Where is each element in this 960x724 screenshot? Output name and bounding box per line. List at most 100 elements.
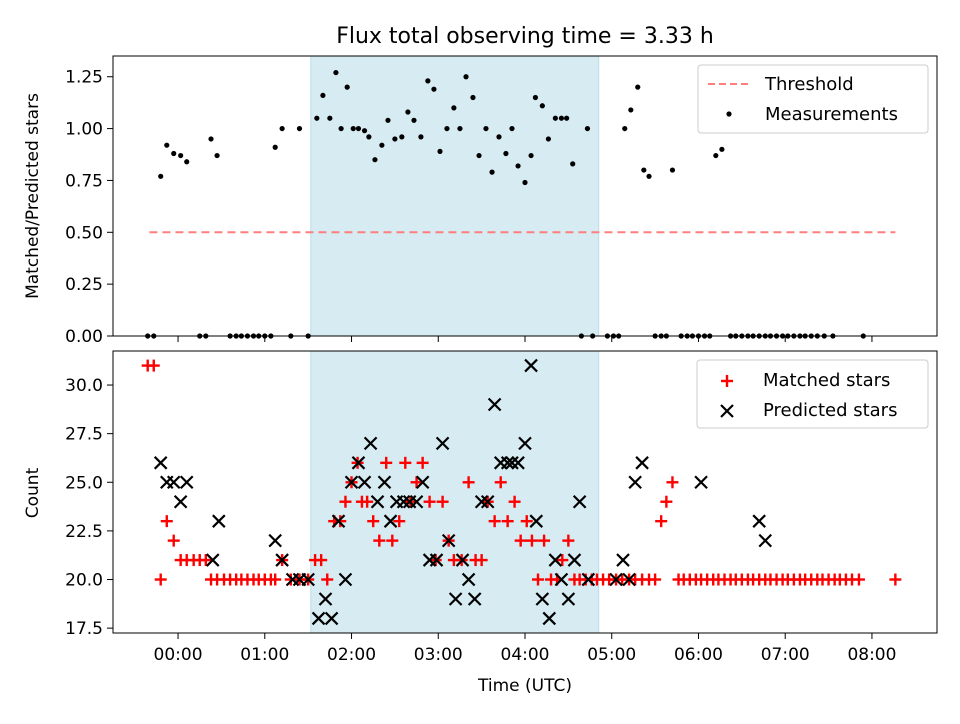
measurement-point xyxy=(320,92,326,99)
predicted-stars-point xyxy=(548,553,563,567)
x-stroke-b xyxy=(554,572,569,587)
x-stroke-b xyxy=(338,572,353,587)
x-tick-label: 06:00 xyxy=(674,645,723,665)
matched-stars-point xyxy=(410,476,423,489)
x-tick-label: 01:00 xyxy=(240,645,289,665)
measurement-point xyxy=(366,134,372,140)
x-stroke-b xyxy=(396,494,411,509)
measurement-point xyxy=(399,134,405,140)
y-tick-label: 17.5 xyxy=(65,619,103,639)
measurement-point xyxy=(515,163,521,169)
x-stroke-b xyxy=(548,553,563,567)
predicted-stars-point xyxy=(758,533,773,548)
bottom-marks xyxy=(141,358,902,626)
measurement-point xyxy=(545,136,552,142)
measurements-legend-label: Measurements xyxy=(765,104,898,125)
x-stroke-b xyxy=(435,436,450,451)
matched-stars-point xyxy=(423,495,436,508)
matched-stars-point xyxy=(373,534,386,547)
matched-stars-point xyxy=(660,495,673,508)
x-tick-label: 02:00 xyxy=(327,645,376,665)
measurement-point xyxy=(463,74,469,80)
x-stroke-b xyxy=(480,494,495,509)
measurement-point xyxy=(503,150,509,157)
matched-legend-label: Matched stars xyxy=(763,370,890,391)
top-y-axis: 0.00 0.25 0.50 0.75 1.00 1.25 xyxy=(65,68,113,347)
measurement-point xyxy=(522,179,528,186)
measurement-point xyxy=(344,84,350,90)
top-y-axis-label: Matched/Predicted stars xyxy=(23,93,43,299)
x-stroke-b xyxy=(561,592,576,606)
predicted-stars-point xyxy=(542,611,557,626)
x-stroke-b xyxy=(487,397,502,412)
bottom-legend-box xyxy=(696,359,929,429)
measurement-point xyxy=(558,115,565,121)
matched-stars-point xyxy=(315,554,328,567)
predicted-stars-point xyxy=(529,514,544,528)
top-legend-box xyxy=(697,64,929,134)
x-stroke-b xyxy=(572,494,587,509)
measurement-point xyxy=(489,169,495,175)
measurement-point xyxy=(411,117,417,123)
x-stroke-b xyxy=(351,456,366,470)
predicted-stars-point xyxy=(357,475,372,490)
matched-stars-point xyxy=(462,476,475,489)
y-tick-label: 1.00 xyxy=(65,120,103,140)
matched-stars-point xyxy=(649,573,662,586)
bottom-axes-frame xyxy=(112,350,938,634)
y-tick-label: 0.00 xyxy=(65,327,103,347)
predicted-stars-point xyxy=(474,494,489,509)
matched-stars-point xyxy=(339,495,352,508)
measurement-point xyxy=(570,161,576,167)
measurement-point xyxy=(496,134,502,140)
x-stroke-b xyxy=(518,436,532,451)
predicted-stars-point xyxy=(467,592,482,606)
matched-stars-point xyxy=(380,456,393,469)
matched-stars-point xyxy=(889,573,902,586)
x-tick-label: 04:00 xyxy=(501,645,550,665)
matched-stars-point xyxy=(386,534,399,547)
x-stroke-b xyxy=(500,456,515,470)
predicted-stars-point xyxy=(383,514,398,528)
x-axis-label: Time (UTC) xyxy=(477,676,572,696)
measurement-point xyxy=(214,152,220,159)
matched-stars-point xyxy=(154,573,167,586)
matched-stars-point xyxy=(475,554,488,567)
measurement-point xyxy=(372,157,378,163)
predicted-stars-point xyxy=(331,514,346,528)
measurement-point xyxy=(355,125,362,132)
predicted-stars-point xyxy=(344,475,359,490)
x-stroke-b xyxy=(318,592,333,606)
x-stroke-b xyxy=(331,514,346,528)
predicted-stars-point xyxy=(415,475,430,490)
matched-stars-point xyxy=(399,456,412,469)
measurement-point xyxy=(622,125,628,132)
bottom-panel: 17.5 20.0 22.5 25.0 27.5 30.0 00:00 01:00 02:00… xyxy=(23,350,938,696)
matched-stars-point xyxy=(167,534,180,547)
y-tick-label: 22.5 xyxy=(65,522,103,542)
matched-stars-point xyxy=(538,534,551,547)
measurement-point xyxy=(338,125,344,132)
predicted-stars-point xyxy=(524,358,538,373)
measurement-point xyxy=(628,107,634,113)
bottom-shaded-span xyxy=(310,350,600,634)
y-tick-label: 0.25 xyxy=(65,275,103,295)
matched-stars-point xyxy=(160,515,173,528)
matched-stars-point xyxy=(436,495,449,508)
x-stroke-b xyxy=(505,456,519,470)
x-stroke-b xyxy=(383,514,398,528)
x-stroke-b xyxy=(581,572,596,587)
x-stroke-b xyxy=(173,494,188,509)
measurement-point xyxy=(539,103,545,109)
measurement-point xyxy=(333,69,339,76)
matched-stars-point xyxy=(514,534,527,547)
measurement-point xyxy=(564,115,570,121)
measurement-point xyxy=(457,125,463,132)
measurement-point xyxy=(509,125,515,132)
x-stroke-b xyxy=(153,456,168,470)
measurement-point xyxy=(437,148,443,155)
y-tick-label: 27.5 xyxy=(65,425,103,445)
measurement-point xyxy=(279,125,285,132)
measurement-point xyxy=(476,152,482,159)
matched-legend-swatch xyxy=(721,375,733,387)
